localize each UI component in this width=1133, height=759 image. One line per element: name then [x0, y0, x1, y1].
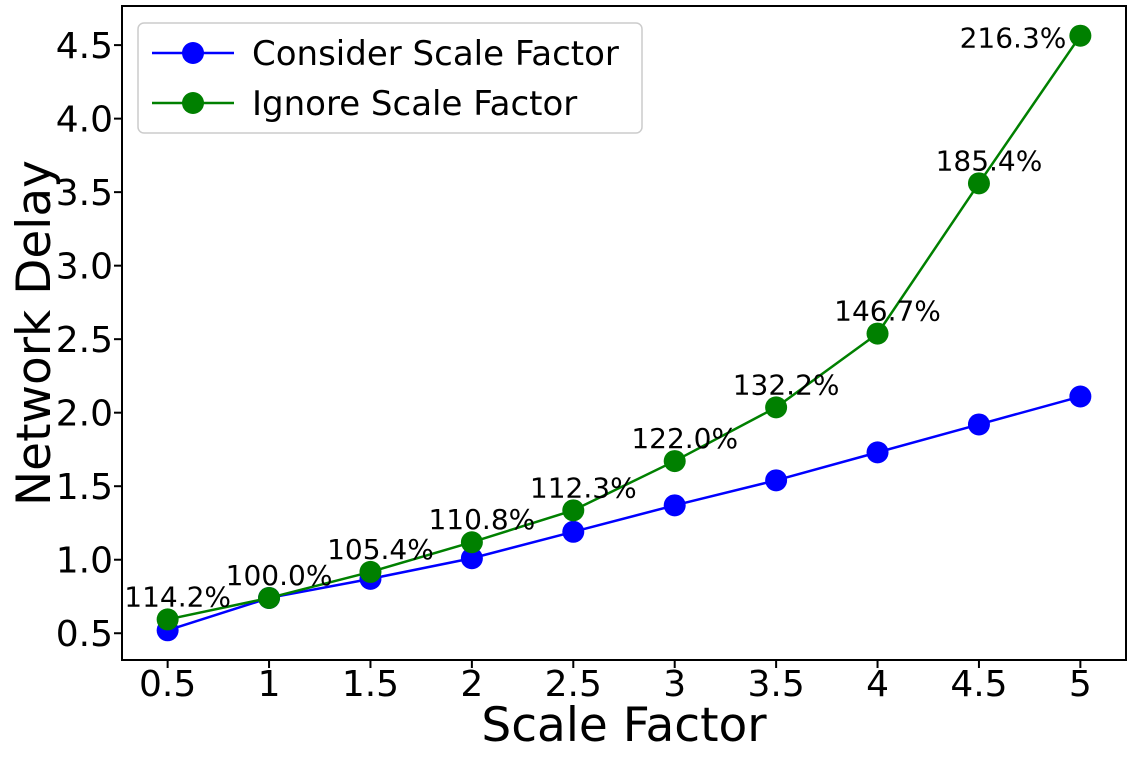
x-tick-label: 3: [663, 664, 686, 705]
series-point-ignore: [460, 531, 483, 554]
series-point-consider: [663, 494, 686, 517]
x-tick-label: 5: [1069, 664, 1092, 705]
percent-annotation: 122.0%: [631, 422, 738, 455]
legend-entry-consider: Consider Scale Factor: [152, 34, 619, 74]
series-point-ignore: [562, 499, 585, 522]
series-point-ignore: [359, 560, 382, 583]
legend: Consider Scale Factor Ignore Scale Facto…: [137, 22, 643, 134]
x-tick-label: 4.5: [950, 664, 1007, 705]
x-tick-label: 0.5: [139, 664, 196, 705]
y-tick-label: 1.0: [56, 541, 113, 582]
series-point-consider: [1069, 385, 1092, 408]
series-point-ignore: [1069, 24, 1092, 47]
series-group: [156, 24, 1092, 642]
percent-annotation: 100.0%: [226, 559, 333, 592]
series-line-consider: [167, 395, 1081, 632]
legend-marker-ignore: [182, 92, 204, 114]
x-tick-label: 3.5: [747, 664, 804, 705]
series-point-consider: [866, 441, 889, 464]
y-tick-label: 1.5: [56, 467, 113, 508]
percent-annotation: 114.2%: [124, 580, 231, 613]
legend-marker-consider: [182, 42, 204, 64]
y-tick-label: 4.5: [56, 26, 113, 67]
series-point-ignore: [765, 396, 788, 419]
percent-annotation: 110.8%: [428, 503, 535, 536]
percent-annotation: 185.4%: [936, 144, 1043, 177]
series-point-consider: [562, 520, 585, 543]
series-line-ignore: [167, 34, 1082, 621]
percent-annotation: 132.2%: [733, 368, 840, 401]
series-point-ignore: [866, 322, 889, 345]
y-tick-label: 0.5: [56, 614, 113, 655]
y-axis-label: Network Delay: [7, 160, 62, 506]
legend-label-consider: Consider Scale Factor: [252, 34, 619, 74]
x-axis-label: Scale Factor: [481, 698, 767, 753]
y-axis-ticks: 0.5 1.0 1.5 2.0 2.5 3.0 3.5 4.0 4.5: [56, 26, 122, 655]
series-point-consider: [765, 469, 788, 492]
y-tick-label: 3.0: [56, 247, 113, 288]
y-tick-label: 2.5: [56, 320, 113, 361]
series-point-ignore: [156, 608, 179, 631]
legend-box: [137, 22, 643, 134]
x-tick-label: 1.5: [342, 664, 399, 705]
percent-annotation: 146.7%: [834, 295, 941, 328]
series-point-ignore: [258, 586, 281, 609]
legend-entry-ignore: Ignore Scale Factor: [152, 84, 577, 124]
x-tick-label: 4: [866, 664, 889, 705]
series-point-consider: [460, 547, 483, 570]
y-tick-label: 2.0: [56, 394, 113, 435]
x-tick-label: 2.5: [545, 664, 602, 705]
percent-annotation: 216.3%: [960, 22, 1067, 55]
series-point-ignore: [967, 172, 990, 195]
percent-annotation: 112.3%: [530, 471, 637, 504]
x-tick-label: 2: [460, 664, 483, 705]
legend-label-ignore: Ignore Scale Factor: [252, 84, 577, 124]
y-tick-label: 4.0: [56, 100, 113, 141]
annotations-group: 114.2%100.0%105.4%110.8%112.3% 122.0% 132.…: [124, 22, 1066, 614]
percent-annotation: 105.4%: [327, 533, 434, 566]
y-tick-label: 3.5: [56, 173, 113, 214]
plot-area-border: [121, 5, 1127, 661]
series-point-consider: [967, 413, 990, 436]
x-axis-ticks: 0.5 1 1.5 2 2.5 3 3.5 4 4.5 5: [139, 660, 1092, 705]
x-tick-label: 1: [258, 664, 281, 705]
series-point-ignore: [663, 450, 686, 473]
